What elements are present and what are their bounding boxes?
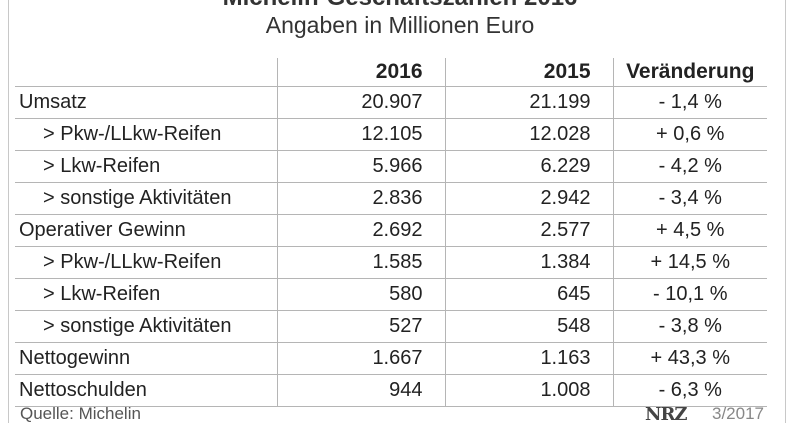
value-change: - 4,2 % (612, 150, 767, 183)
value-2016: 944 (276, 374, 445, 407)
value-change: + 14,5 % (612, 246, 767, 279)
value-2015: 2.942 (444, 182, 613, 215)
value-2016: 5.966 (276, 150, 445, 183)
row-label: Operativer Gewinn (15, 214, 278, 247)
header-change: Veränderung (612, 58, 767, 87)
value-change: + 4,5 % (612, 214, 767, 247)
table-row: > sonstige Aktivitäten 2.836 2.942 - 3,4… (15, 182, 767, 215)
row-label: > Lkw-Reifen (15, 150, 278, 183)
value-change: - 6,3 % (612, 374, 767, 407)
table-row: Nettogewinn 1.667 1.163 + 43,3 % (15, 342, 767, 375)
value-2016: 1.585 (276, 246, 445, 279)
value-2016: 2.836 (276, 182, 445, 215)
header-2015: 2015 (444, 58, 613, 87)
value-change: - 3,8 % (612, 310, 767, 343)
table-row: Umsatz 20.907 21.199 - 1,4 % (15, 86, 767, 119)
value-2015: 1.384 (444, 246, 613, 279)
row-label: > sonstige Aktivitäten (15, 182, 278, 215)
value-2016: 20.907 (276, 86, 445, 119)
value-2016: 580 (276, 278, 445, 311)
table-row: > Pkw-/LLkw-Reifen 12.105 12.028 + 0,6 % (15, 118, 767, 151)
header-label (15, 58, 277, 87)
figures-table: 2016 2015 Veränderung Umsatz 20.907 21.1… (15, 58, 767, 407)
card-frame (8, 0, 786, 423)
value-2015: 12.028 (444, 118, 613, 151)
row-label: > Pkw-/LLkw-Reifen (15, 246, 278, 279)
value-change: + 0,6 % (612, 118, 767, 151)
publication-date: 3/2017 (712, 404, 764, 423)
row-label: Nettoschulden (15, 374, 278, 407)
publisher-logo: NRZ (645, 404, 688, 425)
row-label: > sonstige Aktivitäten (15, 310, 278, 343)
value-2016: 12.105 (276, 118, 445, 151)
table-row: > Lkw-Reifen 5.966 6.229 - 4,2 % (15, 150, 767, 183)
value-2016: 527 (276, 310, 445, 343)
value-2015: 2.577 (444, 214, 613, 247)
value-2015: 1.008 (444, 374, 613, 407)
row-label: Umsatz (15, 86, 278, 119)
header-2016: 2016 (276, 58, 445, 87)
value-2015: 6.229 (444, 150, 613, 183)
value-2015: 1.163 (444, 342, 613, 375)
value-2015: 548 (444, 310, 613, 343)
value-2015: 21.199 (444, 86, 613, 119)
row-label: > Lkw-Reifen (15, 278, 278, 311)
table-row: Nettoschulden 944 1.008 - 6,3 % (15, 374, 767, 407)
row-label: > Pkw-/LLkw-Reifen (15, 118, 278, 151)
row-label: Nettogewinn (15, 342, 278, 375)
value-change: - 10,1 % (612, 278, 767, 311)
source-note: Quelle: Michelin (20, 404, 141, 423)
value-change: - 1,4 % (612, 86, 767, 119)
page-subtitle: Angaben in Millionen Euro (265, 12, 535, 38)
table-row: Operativer Gewinn 2.692 2.577 + 4,5 % (15, 214, 767, 247)
value-2016: 2.692 (276, 214, 445, 247)
table-header-row: 2016 2015 Veränderung (15, 58, 767, 87)
value-change: - 3,4 % (612, 182, 767, 215)
table-row: > Pkw-/LLkw-Reifen 1.585 1.384 + 14,5 % (15, 246, 767, 279)
value-2015: 645 (444, 278, 613, 311)
table-row: > Lkw-Reifen 580 645 - 10,1 % (15, 278, 767, 311)
table-row: > sonstige Aktivitäten 527 548 - 3,8 % (15, 310, 767, 343)
page-title: Michelin-Geschäftszahlen 2016 (0, 0, 800, 12)
value-change: + 43,3 % (612, 342, 767, 375)
value-2016: 1.667 (276, 342, 445, 375)
